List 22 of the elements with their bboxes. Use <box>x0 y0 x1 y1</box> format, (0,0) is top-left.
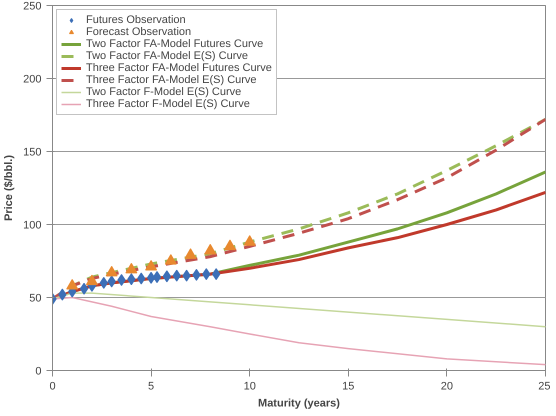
legend-label: Futures Observation <box>86 14 186 26</box>
x-tick-label: 5 <box>148 380 154 392</box>
y-tick-label: 100 <box>23 220 42 232</box>
legend-label: Three Factor FA-Model Futures Curve <box>86 62 272 74</box>
x-tick-label: 15 <box>342 380 354 392</box>
legend-label: Two Factor FA-Model Futures Curve <box>86 38 264 50</box>
x-tick-label: 25 <box>538 380 551 392</box>
legend-label: Three Factor FA-Model E(S) Curve <box>86 74 257 86</box>
y-tick-label: 50 <box>29 292 42 304</box>
legend-label: Two Factor FA-Model E(S) Curve <box>86 50 248 62</box>
x-tick-label: 10 <box>244 380 256 392</box>
x-tick-label: 0 <box>49 380 56 392</box>
legend-label: Three Factor F-Model E(S) Curve <box>86 98 250 110</box>
legend-label: Two Factor F-Model E(S) Curve <box>86 86 242 98</box>
y-tick-label: 200 <box>23 74 42 86</box>
y-axis-title: Price ($/bbl.) <box>3 154 16 222</box>
y-tick-label: 250 <box>23 0 42 12</box>
y-tick-label: 150 <box>23 146 42 158</box>
y-tick-label: 0 <box>35 366 42 378</box>
legend-label: Forecast Observation <box>86 26 192 38</box>
x-tick-label: 20 <box>440 380 454 392</box>
x-axis-title: Maturity (years) <box>258 398 340 410</box>
